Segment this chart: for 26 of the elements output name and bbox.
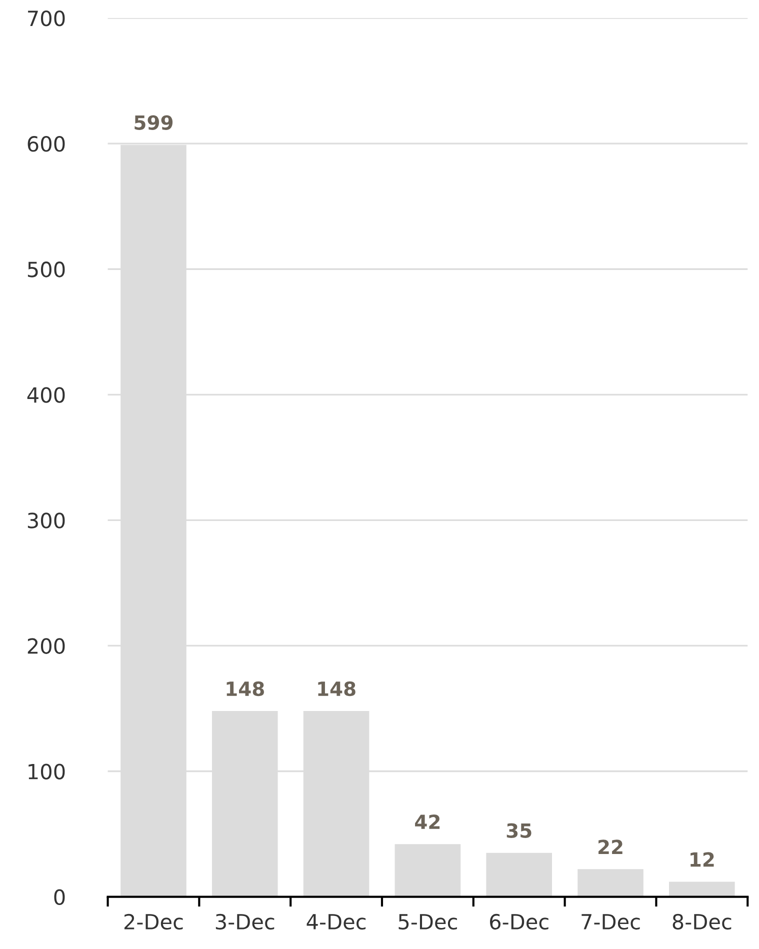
x-tick-label: 7-Dec [582,914,640,930]
y-tick-label: 600 [28,136,65,152]
x-tick-label: 2-Dec [124,914,183,930]
bar [669,882,735,897]
x-tick-label: 4-Dec [306,914,366,930]
data-label: 148 [226,681,264,696]
data-label: 22 [598,840,622,854]
x-tick-label: 8-Dec [672,914,732,930]
y-tick-label: 700 [28,10,65,26]
x-tick-label: 5-Dec [398,914,457,930]
data-label: 599 [134,115,173,130]
x-tick-label: 6-Dec [490,914,548,930]
data-label: 12 [690,852,714,867]
y-tick-label: 100 [28,764,65,780]
x-tick-label: 3-Dec [216,914,274,930]
y-tick-label: 0 [54,889,65,906]
y-tick-label: 500 [28,262,65,278]
bar [394,844,461,897]
bar [486,852,552,897]
data-label: 42 [415,814,440,829]
data-label: 148 [318,681,356,696]
y-tick-label: 300 [28,512,65,528]
y-tick-label: 400 [27,387,65,403]
y-tick-label: 200 [28,638,65,654]
bar [578,869,644,897]
data-label: 35 [506,823,532,838]
